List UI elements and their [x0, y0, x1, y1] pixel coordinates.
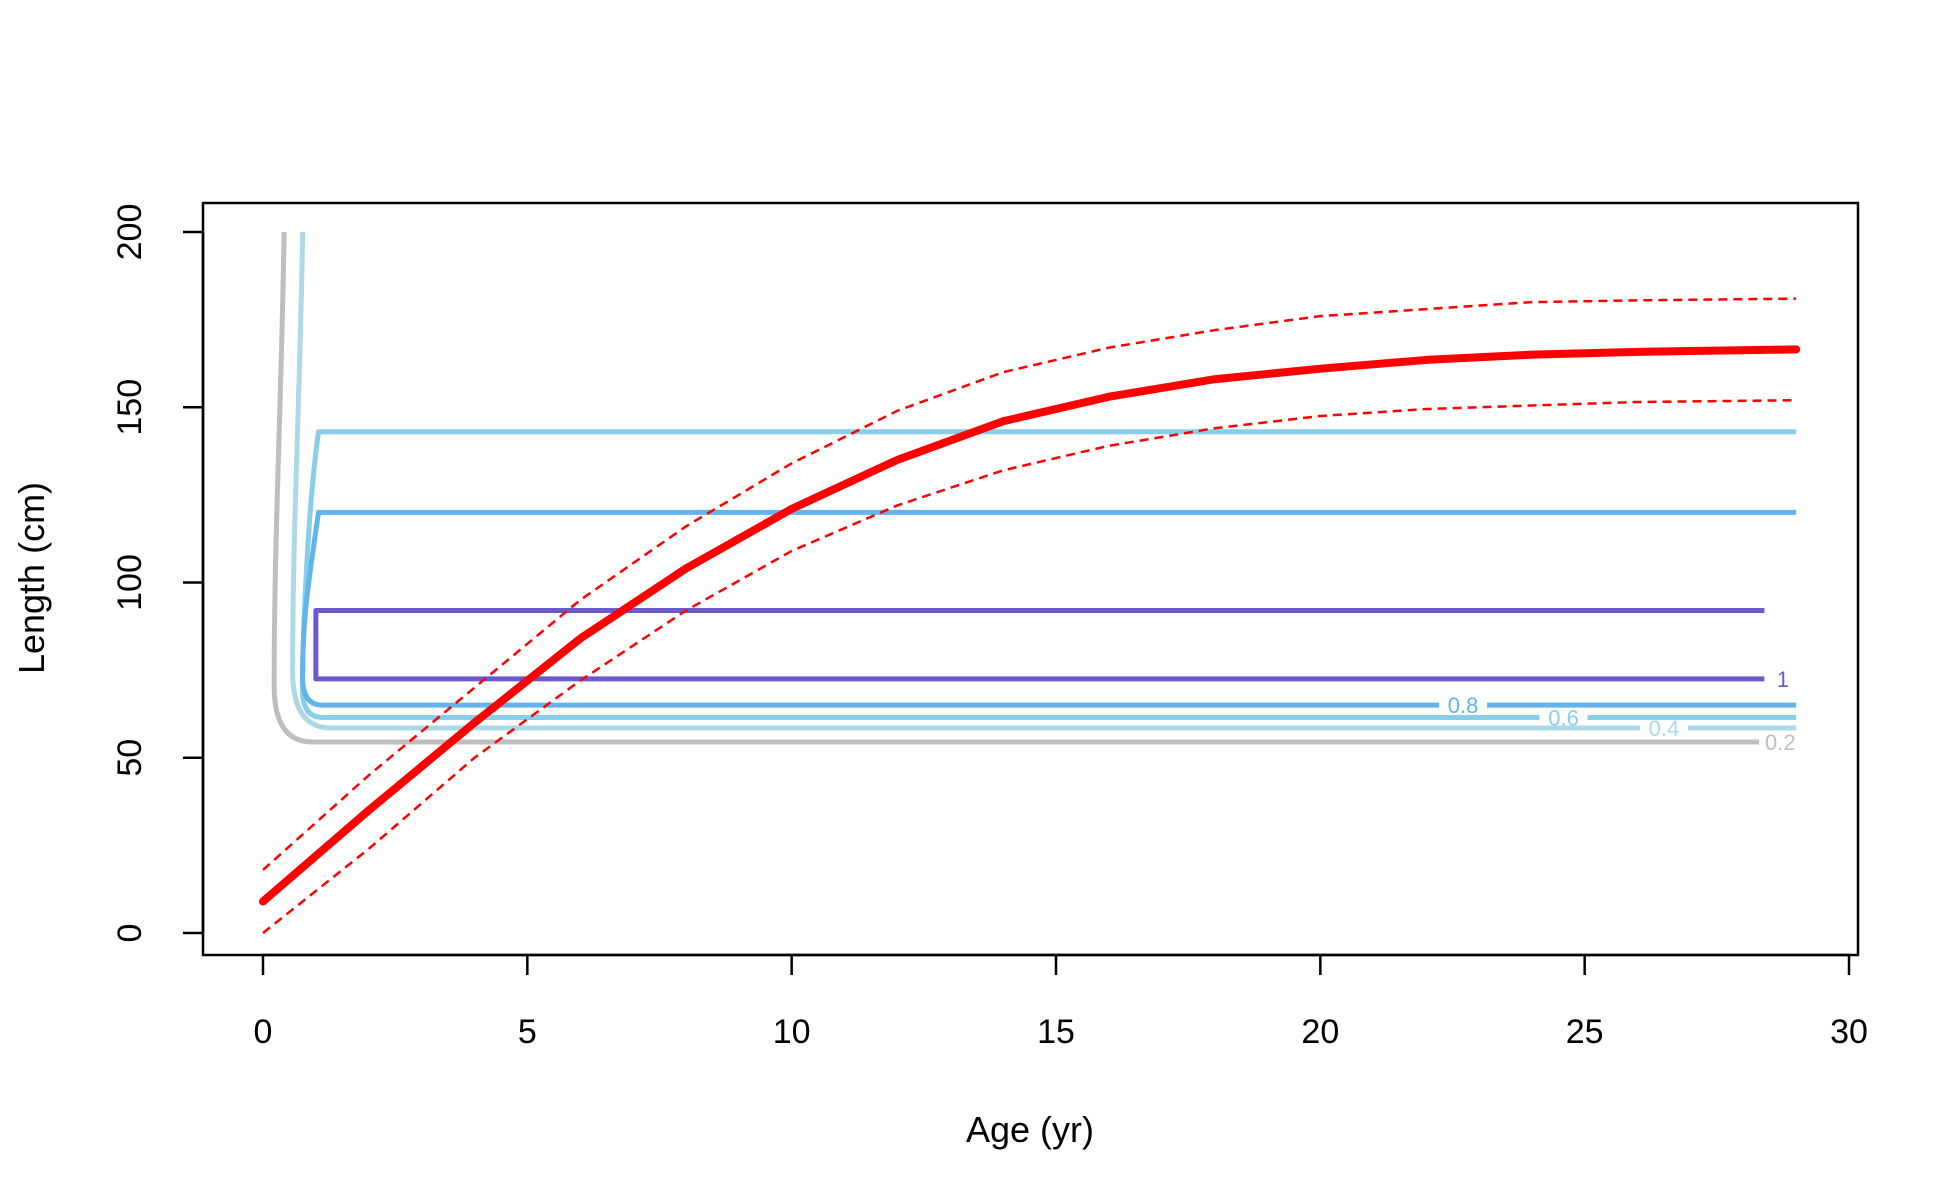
contour-line — [290, 231, 1797, 731]
contour-label: 0.2 — [1765, 730, 1796, 755]
x-tick-label: 15 — [1037, 1013, 1075, 1051]
growth-curves — [259, 297, 1801, 934]
contour-label: 0.8 — [1448, 693, 1479, 718]
upper-confidence-line — [262, 297, 1797, 871]
contour-line — [300, 429, 1797, 720]
x-tick-label: 20 — [1301, 1013, 1339, 1051]
y-tick-label: 200 — [111, 204, 149, 261]
y-tick-label: 150 — [111, 379, 149, 436]
y-axis-title: Length (cm) — [11, 482, 52, 674]
y-axis: 0 50 100 150 200 — [111, 204, 205, 943]
lower-confidence-line — [262, 398, 1797, 934]
x-tick-label: 0 — [254, 1013, 273, 1051]
contour-label: 1 — [1777, 667, 1789, 692]
x-tick-label: 25 — [1566, 1013, 1604, 1051]
contour-lines — [271, 231, 1797, 745]
contour-label-gap — [1639, 721, 1688, 734]
x-tick-label: 30 — [1830, 1013, 1868, 1051]
contour-line — [300, 509, 1797, 708]
plot-frame — [201, 201, 1860, 957]
y-tick-label: 0 — [111, 924, 149, 943]
x-axis: 0 5 10 15 20 25 30 — [254, 953, 1868, 1051]
x-tick-label: 10 — [773, 1013, 811, 1051]
contour-label: 0.6 — [1548, 705, 1579, 730]
contour-line — [271, 231, 1760, 745]
x-tick-label: 5 — [518, 1013, 537, 1051]
y-tick-label: 50 — [111, 739, 149, 777]
y-tick-label: 100 — [111, 554, 149, 611]
growth-curve-line — [259, 345, 1801, 906]
contour-line — [313, 608, 1765, 682]
contour-label-gap — [1539, 711, 1588, 724]
contour-labels: 0.2 0.4 0.6 0.8 1 — [1439, 667, 1796, 755]
contour-label-gap — [1439, 699, 1488, 712]
x-axis-title: Age (yr) — [966, 1109, 1094, 1150]
contour-label: 0.4 — [1649, 716, 1680, 741]
